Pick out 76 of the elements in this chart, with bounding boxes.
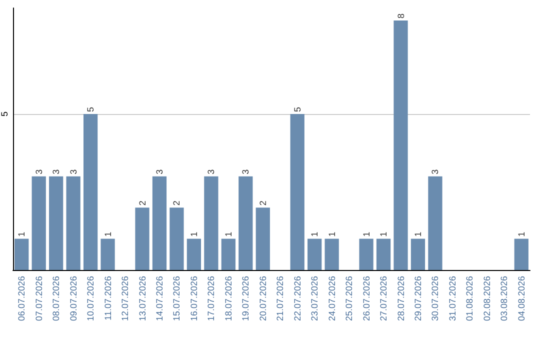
x-tick-label: 13.07.2026 bbox=[137, 276, 148, 322]
x-tick-label: 15.07.2026 bbox=[172, 276, 182, 322]
x-tick-label: 26.07.2026 bbox=[361, 276, 372, 322]
x-tick-label: 16.07.2026 bbox=[188, 276, 199, 322]
x-tick-label: 29.07.2026 bbox=[412, 276, 423, 322]
x-tick-label: 12.07.2026 bbox=[120, 276, 130, 322]
data-label: 3 bbox=[68, 169, 78, 174]
bar bbox=[308, 238, 322, 270]
data-label: 1 bbox=[326, 232, 337, 237]
data-label: 1 bbox=[310, 232, 320, 237]
bar bbox=[428, 176, 442, 270]
x-tick-label: 07.07.2026 bbox=[34, 276, 44, 322]
data-label: 1 bbox=[378, 232, 389, 237]
bar bbox=[83, 114, 98, 270]
data-label: 3 bbox=[240, 169, 251, 174]
x-tick-label: 18.07.2026 bbox=[223, 276, 234, 322]
data-label: 2 bbox=[258, 200, 268, 206]
x-tick-label: 27.07.2026 bbox=[378, 276, 389, 322]
data-label: 3 bbox=[154, 169, 164, 174]
bar bbox=[186, 238, 202, 270]
data-label: 1 bbox=[223, 232, 234, 237]
bar bbox=[66, 176, 80, 270]
x-tick-label: 09.07.2026 bbox=[68, 276, 78, 322]
bar bbox=[204, 176, 218, 270]
bar bbox=[221, 238, 236, 270]
x-tick-label: 23.07.2026 bbox=[310, 276, 320, 322]
x-tick-label: 10.07.2026 bbox=[86, 276, 96, 322]
bar bbox=[256, 208, 270, 270]
bar bbox=[514, 238, 528, 270]
bar bbox=[238, 176, 253, 270]
data-label: 3 bbox=[206, 169, 216, 174]
bar bbox=[394, 20, 408, 270]
bar bbox=[100, 238, 115, 270]
bar bbox=[32, 176, 46, 270]
x-tick-label: 22.07.2026 bbox=[292, 276, 302, 322]
x-tick-label: 19.07.2026 bbox=[240, 276, 251, 322]
x-tick-label: 03.08.2026 bbox=[499, 276, 510, 322]
x-tick-label: 21.07.2026 bbox=[275, 276, 286, 322]
data-label: 5 bbox=[86, 107, 96, 112]
bar bbox=[170, 208, 184, 270]
data-label: 1 bbox=[516, 232, 526, 237]
x-tick-label: 24.07.2026 bbox=[326, 276, 337, 322]
bar bbox=[290, 114, 304, 270]
data-label: 3 bbox=[430, 169, 440, 174]
x-tick-label: 01.08.2026 bbox=[464, 276, 475, 322]
data-label: 1 bbox=[16, 232, 27, 237]
x-tick-label: 20.07.2026 bbox=[258, 276, 268, 322]
x-tick-label: 02.08.2026 bbox=[482, 276, 492, 322]
x-tick-label: 11.07.2026 bbox=[102, 276, 113, 320]
data-label: 5 bbox=[292, 107, 302, 112]
bar bbox=[376, 238, 391, 270]
data-label: 1 bbox=[102, 232, 113, 237]
x-tick-label: 06.07.2026 bbox=[16, 276, 27, 322]
bar bbox=[14, 238, 29, 270]
data-label: 2 bbox=[137, 200, 148, 206]
bar bbox=[359, 238, 374, 270]
bar bbox=[135, 208, 150, 270]
bar bbox=[49, 176, 64, 270]
x-tick-label: 04.08.2026 bbox=[516, 276, 526, 322]
x-tick-label: 25.07.2026 bbox=[344, 276, 354, 322]
data-label: 3 bbox=[34, 169, 44, 174]
bar bbox=[152, 176, 167, 270]
data-label: 1 bbox=[412, 232, 423, 237]
x-tick-label: 28.07.2026 bbox=[396, 276, 406, 322]
x-tick-label: 14.07.2026 bbox=[154, 276, 164, 322]
x-tick-label: 08.07.2026 bbox=[51, 276, 62, 322]
data-label: 1 bbox=[361, 232, 372, 237]
data-label: 1 bbox=[188, 232, 199, 237]
data-label: 3 bbox=[51, 169, 62, 174]
data-label: 8 bbox=[396, 13, 406, 18]
bar bbox=[410, 238, 426, 270]
x-tick-label: 30.07.2026 bbox=[430, 276, 440, 322]
x-tick-label: 17.07.2026 bbox=[206, 276, 216, 322]
data-label: 2 bbox=[172, 200, 182, 206]
bar bbox=[324, 238, 339, 270]
x-tick-label: 31.07.2026 bbox=[447, 276, 458, 322]
